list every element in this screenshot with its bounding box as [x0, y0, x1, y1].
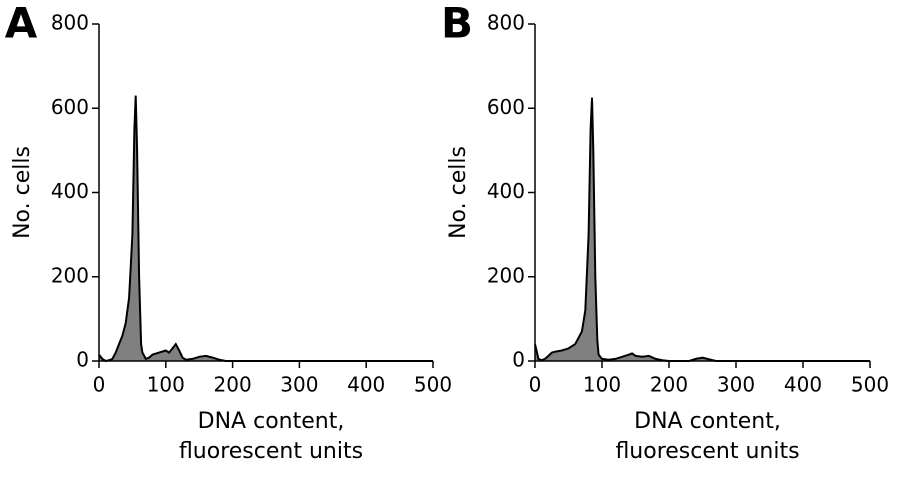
x-tick-label: 0: [529, 373, 542, 397]
x-axis-label: DNA content,: [634, 409, 781, 434]
x-tick-label: 400: [784, 373, 822, 397]
x-tick-label: 0: [93, 373, 106, 397]
area-fill: [99, 95, 433, 361]
y-tick-label: 0: [512, 348, 525, 372]
x-tick-label: 500: [414, 373, 452, 397]
y-axis-label: No. cells: [10, 146, 35, 239]
x-tick-label: 100: [583, 373, 621, 397]
x-tick-label: 200: [650, 373, 688, 397]
x-tick-label: 100: [147, 373, 185, 397]
y-axis-label: No. cells: [446, 146, 471, 239]
x-axis-label: fluorescent units: [179, 439, 363, 464]
x-tick-label: 500: [851, 373, 889, 397]
y-tick-label: 600: [487, 95, 525, 119]
y-tick-label: 400: [51, 179, 89, 203]
panel-label: A: [5, 0, 38, 48]
y-tick-label: 200: [487, 263, 525, 287]
x-tick-label: 400: [347, 373, 385, 397]
y-tick-label: 200: [51, 263, 89, 287]
x-tick-label: 300: [717, 373, 755, 397]
y-tick-label: 600: [51, 95, 89, 119]
panel-label: B: [441, 0, 473, 48]
x-axis-label: DNA content,: [198, 409, 345, 434]
x-tick-label: 200: [214, 373, 252, 397]
area-fill: [535, 97, 870, 361]
x-axis-label: fluorescent units: [615, 439, 799, 464]
y-tick-label: 400: [487, 179, 525, 203]
y-tick-label: 800: [51, 11, 89, 35]
y-tick-label: 0: [76, 348, 89, 372]
x-tick-label: 300: [280, 373, 318, 397]
area-outline: [98, 95, 433, 363]
y-tick-label: 800: [487, 11, 525, 35]
